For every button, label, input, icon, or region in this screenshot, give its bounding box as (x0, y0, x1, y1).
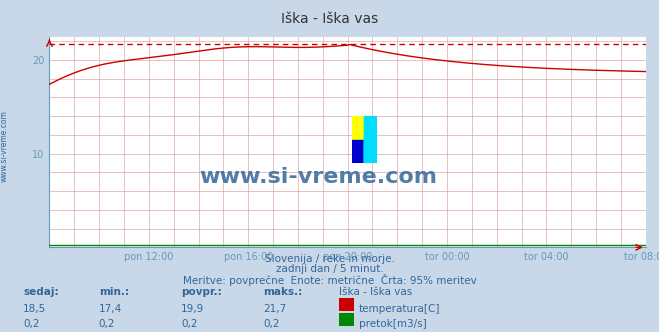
Text: 0,2: 0,2 (23, 319, 40, 329)
Text: 18,5: 18,5 (23, 304, 46, 314)
Bar (364, 116, 377, 139)
Text: www.si-vreme.com: www.si-vreme.com (200, 167, 438, 187)
Text: Iška - Iška vas: Iška - Iška vas (339, 287, 413, 297)
Text: 19,9: 19,9 (181, 304, 204, 314)
Text: sedaj:: sedaj: (23, 287, 59, 297)
Text: Slovenija / reke in morje.: Slovenija / reke in morje. (264, 254, 395, 264)
Text: 0,2: 0,2 (264, 319, 280, 329)
Text: povpr.:: povpr.: (181, 287, 222, 297)
Text: 0,2: 0,2 (181, 319, 198, 329)
Text: 21,7: 21,7 (264, 304, 287, 314)
Polygon shape (364, 116, 377, 163)
Text: pretok[m3/s]: pretok[m3/s] (359, 319, 427, 329)
Text: temperatura[C]: temperatura[C] (359, 304, 441, 314)
Text: 0,2: 0,2 (99, 319, 115, 329)
Bar (364, 139, 377, 163)
Text: Meritve: povprečne  Enote: metrične  Črta: 95% meritev: Meritve: povprečne Enote: metrične Črta:… (183, 274, 476, 286)
Polygon shape (364, 139, 377, 163)
Text: Iška - Iška vas: Iška - Iška vas (281, 12, 378, 26)
Text: min.:: min.: (99, 287, 129, 297)
Text: 17,4: 17,4 (99, 304, 122, 314)
Text: www.si-vreme.com: www.si-vreme.com (0, 110, 9, 182)
Bar (352, 116, 364, 139)
Bar (352, 139, 364, 163)
Text: zadnji dan / 5 minut.: zadnji dan / 5 minut. (275, 264, 384, 274)
Text: maks.:: maks.: (264, 287, 303, 297)
